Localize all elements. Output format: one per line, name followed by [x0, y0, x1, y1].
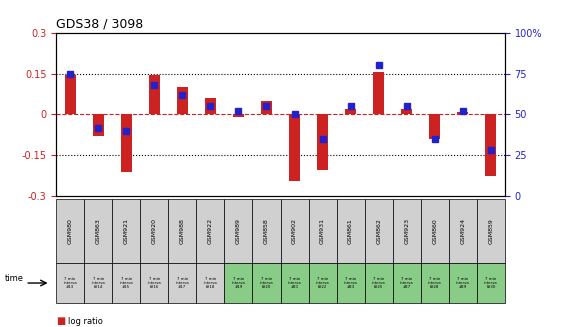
- Text: GSM922: GSM922: [208, 218, 213, 244]
- Text: 7 min
interva
#29: 7 min interva #29: [456, 277, 470, 289]
- Text: 7 min
interva
l#20: 7 min interva l#20: [260, 277, 273, 289]
- Text: ■: ■: [56, 317, 65, 326]
- Text: 7 min
interva
l#25: 7 min interva l#25: [372, 277, 385, 289]
- Text: GSM861: GSM861: [348, 218, 353, 244]
- Text: 7 min
interva
l#22: 7 min interva l#22: [316, 277, 329, 289]
- Text: 7 min
interva
#21: 7 min interva #21: [288, 277, 301, 289]
- Text: GDS38 / 3098: GDS38 / 3098: [56, 17, 144, 30]
- Text: GSM920: GSM920: [152, 218, 157, 244]
- Bar: [429, 114, 440, 139]
- Bar: [177, 87, 188, 114]
- Text: 7 min
interva
l#28: 7 min interva l#28: [428, 277, 442, 289]
- Text: GSM902: GSM902: [292, 218, 297, 244]
- Bar: [457, 112, 468, 114]
- Bar: [149, 76, 160, 114]
- Bar: [261, 101, 272, 114]
- Bar: [65, 75, 76, 114]
- Text: 7 min
interva
#23: 7 min interva #23: [344, 277, 357, 289]
- Text: GSM921: GSM921: [124, 218, 128, 244]
- Bar: [289, 114, 300, 181]
- Text: GSM980: GSM980: [68, 218, 72, 244]
- Bar: [401, 109, 412, 114]
- Text: GSM924: GSM924: [461, 218, 465, 244]
- Text: 7 min
interva
#17: 7 min interva #17: [176, 277, 189, 289]
- Bar: [485, 114, 496, 176]
- Text: GSM931: GSM931: [320, 218, 325, 244]
- Bar: [121, 114, 132, 172]
- Text: 7 min
interva
#19: 7 min interva #19: [232, 277, 245, 289]
- Text: 7 min
interva
l#16: 7 min interva l#16: [148, 277, 161, 289]
- Text: GSM859: GSM859: [489, 218, 493, 244]
- Text: GSM862: GSM862: [376, 218, 381, 244]
- Text: GSM923: GSM923: [404, 218, 409, 244]
- Bar: [205, 98, 216, 114]
- Bar: [317, 114, 328, 170]
- Text: time: time: [4, 274, 24, 283]
- Bar: [345, 109, 356, 114]
- Text: 7 min
interva
l#30: 7 min interva l#30: [484, 277, 498, 289]
- Text: 7 min
interva
#27: 7 min interva #27: [400, 277, 413, 289]
- Bar: [233, 114, 244, 117]
- Text: 7 min
interva
#13: 7 min interva #13: [63, 277, 77, 289]
- Text: GSM858: GSM858: [264, 218, 269, 244]
- Bar: [373, 72, 384, 114]
- Text: GSM989: GSM989: [236, 218, 241, 244]
- Text: log ratio: log ratio: [68, 317, 103, 326]
- Text: 7 min
interva
l#18: 7 min interva l#18: [204, 277, 217, 289]
- Text: GSM988: GSM988: [180, 218, 185, 244]
- Text: GSM863: GSM863: [96, 218, 100, 244]
- Bar: [93, 114, 104, 136]
- Text: 7 min
interva
#15: 7 min interva #15: [119, 277, 133, 289]
- Text: GSM860: GSM860: [433, 218, 437, 244]
- Text: 7 min
interva
l#14: 7 min interva l#14: [91, 277, 105, 289]
